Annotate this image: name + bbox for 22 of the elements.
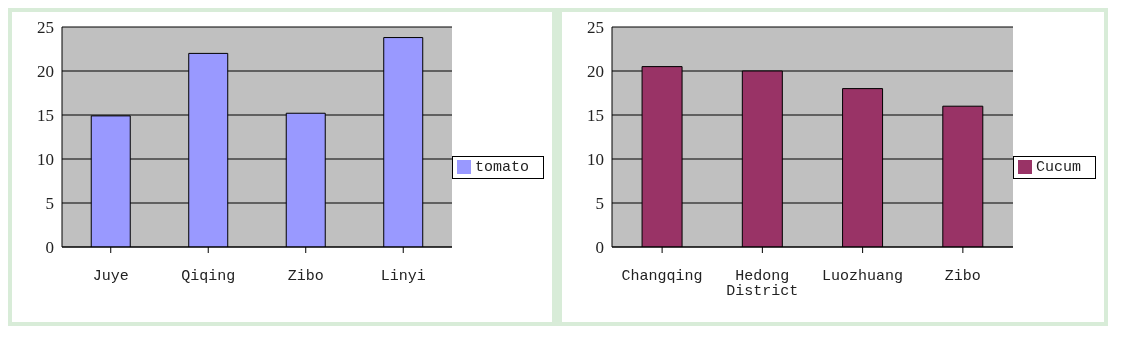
y-tick-label: 15 <box>37 106 54 126</box>
x-tick-label: Changqing <box>621 267 703 285</box>
y-tick-label: 15 <box>587 106 604 126</box>
legend-label: tomato <box>474 158 529 176</box>
y-tick-label: 5 <box>45 194 54 214</box>
y-tick-label: 25 <box>37 18 54 38</box>
y-tick-label: 25 <box>587 18 604 38</box>
y-tick-label: 10 <box>587 150 604 170</box>
y-tick-label: 10 <box>37 150 54 170</box>
x-tick-label: Zibo <box>944 267 981 285</box>
x-tick-label: Luozhuang <box>822 267 904 285</box>
x-tick-label: Qiqing <box>181 267 236 285</box>
y-tick-label: 0 <box>45 238 54 258</box>
legend-label: Cucum <box>1035 158 1081 176</box>
y-tick-label: 20 <box>37 62 54 82</box>
x-tick-label: Hedong District <box>726 267 799 300</box>
x-tick-label: Juye <box>92 267 129 285</box>
x-tick-label: Linyi <box>380 267 426 285</box>
y-tick-label: 5 <box>595 194 604 214</box>
y-tick-label: 20 <box>587 62 604 82</box>
y-tick-label: 0 <box>595 238 604 258</box>
x-tick-label: Zibo <box>287 267 324 285</box>
